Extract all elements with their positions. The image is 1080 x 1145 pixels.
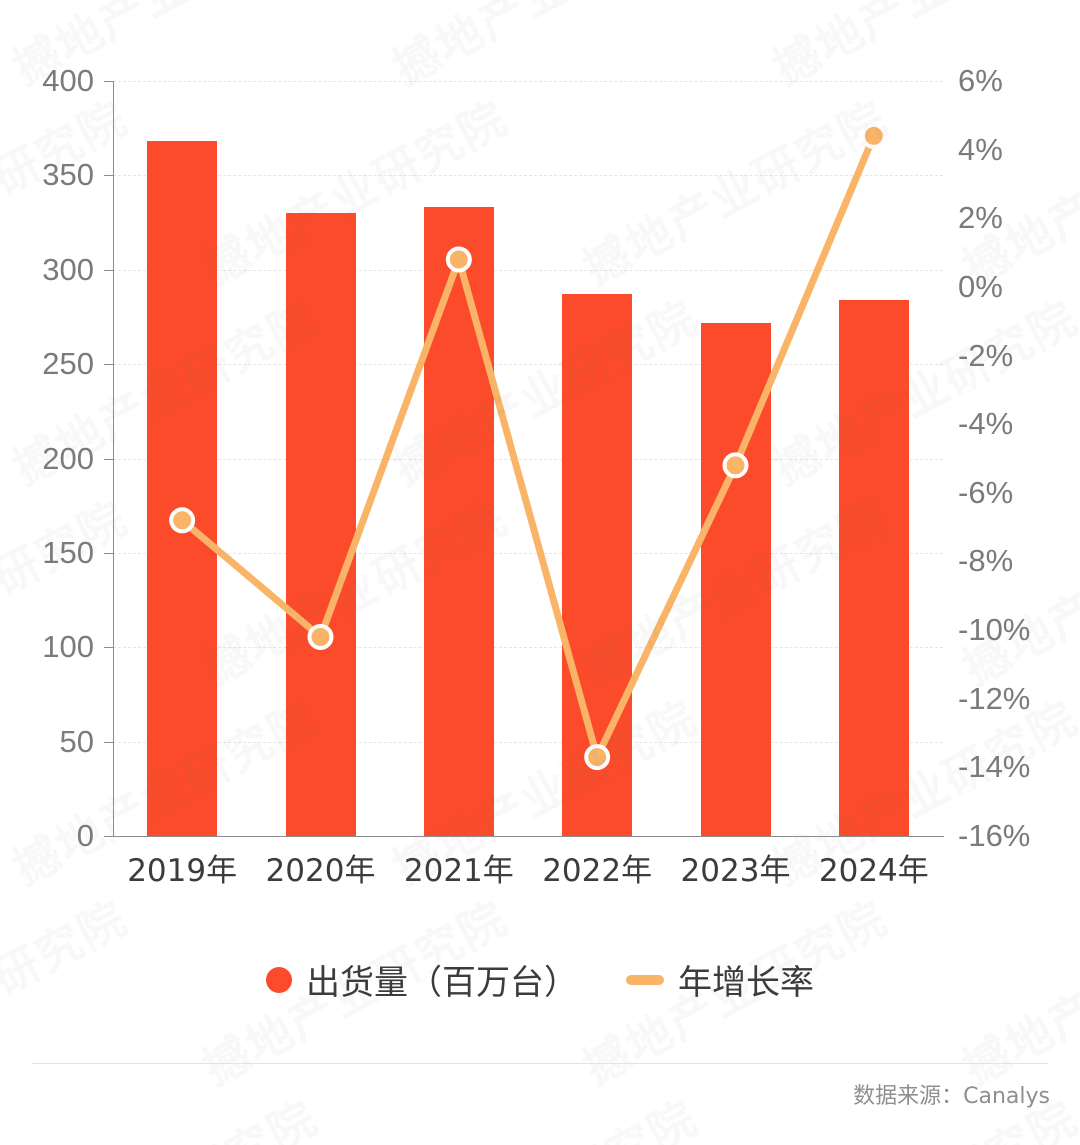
y-axis-left-tick (104, 836, 113, 837)
y-axis-right-tick-label: -14% (958, 749, 1031, 785)
growth-rate-line-series: 2019年 -6.8% 2020年 -10.2% 2021年 0.8% 2022年 -… (169, 122, 887, 771)
x-axis-tick-label: 2020年 (265, 853, 376, 889)
bar-2020年[interactable] (285, 213, 356, 836)
y-axis-left-tick-label: 400 (42, 63, 94, 98)
y-axis-left-tick (104, 364, 113, 366)
y-axis-left-tick (104, 552, 113, 554)
chart-legend: 出货量（百万台） 年增长率 (0, 955, 1080, 1004)
line-point-2020年[interactable]: 2020年 -10.2% (307, 623, 334, 650)
y-axis-right-tick-label: 0% (958, 268, 1003, 304)
y-axis-right-tick-label: -2% (958, 337, 1014, 373)
line-marker-icon (626, 974, 664, 985)
line-point-2024年[interactable]: 2024年 4.4% (860, 122, 887, 149)
growth-rate-line (178, 132, 878, 761)
watermark-text: 撼地产业研究院 (380, 1082, 708, 1145)
y-axis-right-tick-label: -16% (958, 818, 1031, 853)
x-axis-labels: 2019年 2020年 2021年 2022年 2023年 2024年 (113, 845, 943, 895)
line-point-2022年[interactable]: 2022年 -13.7% (584, 744, 611, 771)
data-source-note: 数据来源：Canalys (853, 1084, 1050, 1109)
bar-2024年[interactable] (838, 299, 909, 836)
footer-divider (32, 1063, 1048, 1064)
bar-2019年[interactable] (147, 141, 218, 836)
dot-marker-icon (266, 966, 292, 993)
bar-2021年[interactable] (423, 207, 494, 836)
gridline (113, 364, 943, 366)
y-axis-left-tick-label: 50 (59, 723, 94, 759)
y-axis-right-tick-label: 2% (958, 200, 1003, 236)
y-axis-right-tick-label: -6% (958, 474, 1014, 510)
y-axis-left-tick-label: 0 (76, 818, 94, 853)
gridline (113, 647, 943, 649)
gridline (113, 552, 943, 554)
y-axis-left-labels: 0 50 100 150 200 250 300 350 400 (0, 0, 94, 1145)
gridline (113, 458, 943, 460)
line-point-2021年[interactable]: 2021年 0.8% (445, 246, 472, 273)
legend-label-growth-rate: 年增长率 (678, 963, 814, 1003)
legend-label-shipments: 出货量（百万台） (306, 963, 578, 1003)
x-axis-tick-label: 2021年 (403, 853, 514, 889)
y-axis-left-tick (104, 81, 113, 82)
x-axis-tick-label: 2022年 (542, 853, 653, 889)
line-point-2023年[interactable]: 2023年 -5.2% (722, 452, 749, 479)
legend-item-shipments[interactable]: 出货量（百万台） (266, 955, 578, 1004)
y-axis-right-tick-label: -4% (958, 406, 1014, 442)
y-axis-right-tick-label: -12% (958, 680, 1031, 716)
y-axis-right-tick-label: 4% (958, 131, 1003, 167)
y-axis-left-tick-label: 250 (42, 346, 94, 382)
gridline (113, 81, 943, 82)
y-axis-left-tick-label: 100 (42, 629, 94, 665)
gridline (113, 269, 943, 271)
y-axis-right-tick-label: -8% (958, 543, 1014, 579)
x-axis-tick-label: 2024年 (818, 853, 929, 889)
legend-item-growth-rate[interactable]: 年增长率 (626, 955, 814, 1004)
y-axis-right-tick-label: -10% (958, 612, 1031, 648)
x-axis-tick-label: 2019年 (127, 853, 238, 889)
y-axis-left-tick (104, 458, 113, 460)
y-axis-left-tick (104, 175, 113, 177)
x-axis-line (113, 836, 944, 837)
y-axis-left-line (113, 81, 114, 837)
y-axis-left-tick-label: 300 (42, 251, 94, 287)
x-axis-tick-label: 2023年 (680, 853, 791, 889)
gridline (113, 175, 943, 177)
y-axis-left-tick-label: 350 (42, 157, 94, 193)
y-axis-left-tick-label: 200 (42, 440, 94, 476)
line-point-2019年[interactable]: 2019年 -6.8% (169, 507, 196, 534)
y-axis-left-tick (104, 269, 113, 271)
gridline (113, 741, 943, 743)
y-axis-left-tick (104, 741, 113, 743)
y-axis-left-tick-label: 150 (42, 534, 94, 570)
y-axis-left-tick (104, 647, 113, 649)
y-axis-right-labels: -16% -14% -12% -10% -8% -6% -4% -2% 0% 2% 4% 6% (958, 0, 1078, 1145)
y-axis-right-tick-label: 6% (958, 63, 1003, 98)
